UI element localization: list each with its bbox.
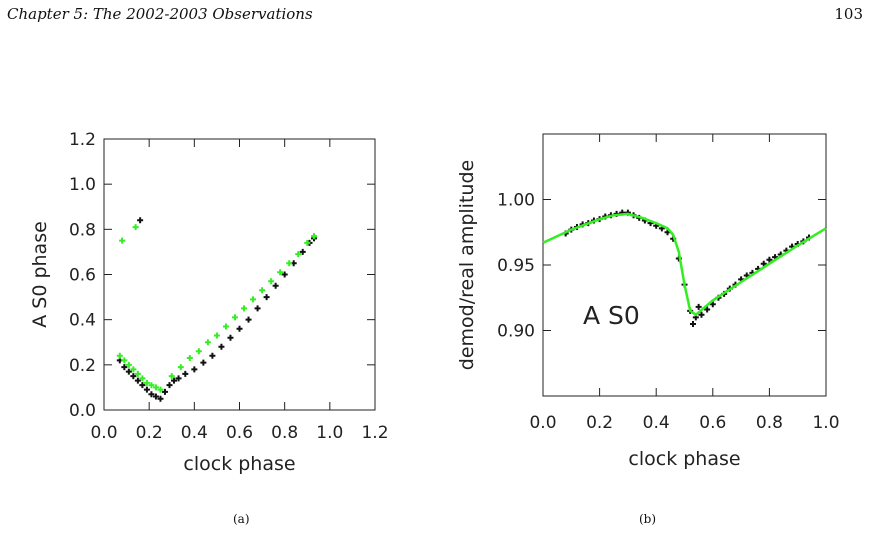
data-point [134,377,141,384]
data-point [171,377,178,384]
data-point [130,366,137,373]
x-axis-label: clock phase [183,453,295,475]
x-tick-label: 1.2 [361,423,388,443]
y-tick-label: 0.4 [69,311,96,331]
data-point [766,256,773,263]
x-tick-label: 0.6 [226,423,253,443]
data-point [175,375,182,382]
data-point [295,251,302,258]
x-tick-label: 0.0 [90,423,117,443]
x-tick-label: 0.2 [136,423,163,443]
data-point [241,305,248,312]
data-point [245,316,252,323]
data-point [268,278,275,285]
data-point [227,334,234,341]
data-point [148,382,155,389]
data-point [695,303,702,310]
x-tick-label: 0.4 [181,423,208,443]
data-point [157,395,164,402]
data-point [168,373,175,380]
data-point [704,306,711,313]
data-point [143,379,150,386]
x-tick-label: 0.8 [271,423,298,443]
data-point [709,301,716,308]
data-point [166,382,173,389]
data-point [286,260,293,267]
data-point [209,352,216,359]
plot-frame-1 [542,133,827,397]
y-tick-label: 1.2 [69,130,96,150]
data-point [116,352,123,359]
data-point [186,355,193,362]
data-point [263,294,270,301]
data-point [148,391,155,398]
x-axis-label: clock phase [628,448,740,470]
y-tick-label: 0.0 [69,401,96,421]
y-tick-label: 0.95 [497,256,535,276]
caption-b: (b) [639,512,657,526]
data-point [152,384,159,391]
series-1-line [542,212,827,317]
data-point [130,373,137,380]
data-point [195,348,202,355]
data-point [125,368,132,375]
y-tick-label: 0.6 [69,266,96,286]
x-tick-label: 1.0 [316,423,343,443]
y-tick-label: 1.00 [497,191,535,211]
data-point [191,366,198,373]
data-point [204,339,211,346]
x-tick-label: 0.6 [699,413,726,433]
y-tick-label: 0.2 [69,356,96,376]
data-point [143,386,150,393]
y-tick-label: 0.8 [69,220,96,240]
plot-frame-0 [103,138,376,411]
plot-annotation: A S0 [583,301,640,330]
data-point [137,217,144,224]
data-point [277,269,284,276]
data-point [213,332,220,339]
data-point [218,343,225,350]
data-point [236,325,243,332]
data-point [760,260,767,267]
data-point [272,282,279,289]
data-point [689,320,696,327]
data-point [121,357,128,364]
y-axis-label: A S0 phase [29,221,51,328]
x-tick-label: 0.2 [586,413,613,433]
data-point [139,382,146,389]
data-point [132,224,139,231]
data-point [161,388,168,395]
data-point [157,386,164,393]
x-tick-label: 0.4 [643,413,670,433]
data-point [182,370,189,377]
caption-a: (a) [233,512,250,526]
data-point [177,364,184,371]
y-axis-label: demod/real amplitude [456,160,478,370]
x-tick-label: 0.0 [529,413,556,433]
data-point [304,239,311,246]
data-point [698,311,705,318]
data-point [121,364,128,371]
running-header: Chapter 5: The 2002-2003 Observations [7,5,313,23]
data-point [254,305,261,312]
data-point [299,248,306,255]
data-point [200,359,207,366]
x-tick-label: 0.8 [756,413,783,433]
y-tick-label: 0.90 [497,322,535,342]
data-point [134,370,141,377]
data-point [311,233,318,240]
data-point [259,287,266,294]
data-point [231,314,238,321]
x-tick-label: 1.0 [812,413,839,433]
data-point [281,271,288,278]
data-point [250,296,257,303]
y-tick-label: 1.0 [69,175,96,195]
data-point [222,323,229,330]
page-number: 103 [834,5,863,23]
data-point [139,375,146,382]
data-point [119,237,126,244]
data-point [125,361,132,368]
data-point [152,393,159,400]
